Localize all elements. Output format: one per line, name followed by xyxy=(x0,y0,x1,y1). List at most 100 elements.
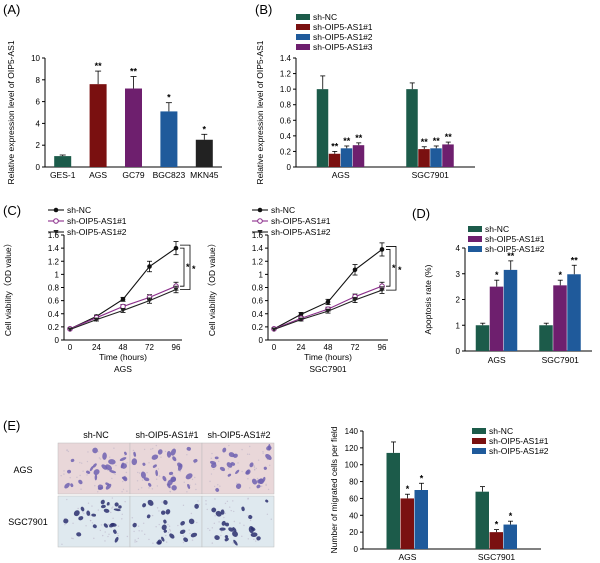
legend-label: sh-NC xyxy=(485,224,509,234)
micrograph-pore xyxy=(151,514,154,517)
micrograph-pore xyxy=(205,503,207,505)
micrograph-pore xyxy=(66,449,68,452)
stained-cell xyxy=(256,536,261,541)
micrograph-pore xyxy=(227,468,230,470)
micrograph-pore xyxy=(148,462,150,464)
y-tick-label: 0 xyxy=(259,336,264,345)
legend-swatch xyxy=(296,34,310,40)
micrograph-pore xyxy=(253,466,256,468)
legend-swatch xyxy=(472,438,486,444)
legend-swatch xyxy=(296,24,310,30)
legend-label: sh-NC xyxy=(489,426,513,436)
y-tick-label: 1.2 xyxy=(280,70,292,79)
stained-cell xyxy=(233,539,238,546)
micrograph-pore xyxy=(257,459,260,461)
micrograph-pore xyxy=(217,460,220,463)
micrograph-pore xyxy=(87,502,90,504)
micrograph-pore xyxy=(169,530,172,532)
data-point xyxy=(146,298,153,304)
stained-cell xyxy=(142,462,146,466)
micrograph-pore xyxy=(197,500,199,502)
micrograph-pore xyxy=(179,470,181,473)
micrograph-pore xyxy=(241,470,243,473)
micrograph-pore xyxy=(165,541,168,543)
y-tick-label: 1.4 xyxy=(252,244,264,253)
stained-cell xyxy=(226,462,233,468)
data-point xyxy=(352,297,358,303)
micrograph-pore xyxy=(81,511,84,513)
y-tick-label: 1 xyxy=(55,270,60,279)
legend-marker xyxy=(53,230,59,235)
legend-label: sh-OIP5-AS1#2 xyxy=(67,227,127,237)
stained-cell xyxy=(132,522,137,528)
stained-cell xyxy=(103,523,109,528)
stained-cell xyxy=(235,469,240,474)
stained-cell xyxy=(177,462,182,468)
y-axis-title: Number of migrated cells per field xyxy=(329,426,339,553)
stained-cell xyxy=(232,453,238,458)
micrograph-pore xyxy=(211,542,214,544)
micrograph-pore xyxy=(107,535,109,538)
micrograph-pore xyxy=(167,523,169,526)
data-point xyxy=(93,317,100,323)
micrograph-pore xyxy=(262,450,264,453)
x-category-label: SGC7901 xyxy=(478,552,516,562)
stained-cell xyxy=(190,532,198,538)
legend-label: sh-OIP5-AS1#1 xyxy=(485,234,545,244)
micrograph-pore xyxy=(110,511,112,514)
bar xyxy=(352,145,365,167)
micrograph-pore xyxy=(121,513,123,515)
legend-swatch xyxy=(472,448,486,454)
data-point xyxy=(173,245,179,251)
significance-mark: * xyxy=(509,511,513,521)
y-tick-label: 2 xyxy=(36,141,41,150)
legend-swatch xyxy=(296,14,310,20)
stained-cell xyxy=(157,539,162,545)
legend-marker xyxy=(257,230,263,235)
micrograph-pore xyxy=(190,512,193,515)
significance-mark: * xyxy=(186,262,190,272)
y-axis-title: Relative expression level of OIP5-AS1 xyxy=(6,40,16,184)
legend-swatch xyxy=(472,428,486,434)
stained-cell xyxy=(148,482,152,487)
significance-bracket xyxy=(180,244,191,290)
y-tick-label: 100 xyxy=(345,461,359,470)
micrograph-pore xyxy=(209,529,211,532)
micrograph-pore xyxy=(79,474,81,477)
chart-a-expression-cell-lines: 0 2 4 6 8 10 Relative expression level of OIP5… xyxy=(6,40,222,185)
micrograph-pore xyxy=(140,487,143,489)
stained-cell xyxy=(94,474,98,481)
y-tick-label: 1.2 xyxy=(252,257,264,266)
x-tick-label: 24 xyxy=(92,343,101,352)
legend-marker xyxy=(53,207,59,213)
micrograph-pore xyxy=(195,488,197,491)
data-point xyxy=(379,288,385,293)
micrograph-pore xyxy=(189,484,191,486)
significance-mark: * xyxy=(392,263,396,273)
y-tick-label: 1.2 xyxy=(48,257,60,266)
legend-swatch xyxy=(296,44,310,50)
stained-cell xyxy=(152,464,157,468)
micrograph-pore xyxy=(94,485,96,487)
micrograph-pore xyxy=(168,525,171,527)
x-category-label: SGC7901 xyxy=(412,170,450,180)
stained-cell xyxy=(113,529,117,534)
bar xyxy=(539,325,553,351)
micro-col-label: sh-OIP5-AS1#2 xyxy=(207,430,270,440)
bar xyxy=(503,269,518,351)
y-tick-label: 0.4 xyxy=(280,132,292,141)
x-tick-label: 48 xyxy=(119,343,128,352)
stained-cell xyxy=(224,537,229,542)
stained-cell xyxy=(140,471,146,479)
micrograph-pore xyxy=(206,508,208,511)
micrograph-pore xyxy=(146,471,148,474)
stained-cell xyxy=(219,527,226,531)
stained-cell xyxy=(188,518,195,525)
legend-label: sh-NC xyxy=(313,12,337,22)
micrograph-pore xyxy=(186,453,188,456)
chart-c-viability-ags: 0 0.2 0.4 0.6 0.8 1 1.2 1.4 1.6 Cell viability（OD… xyxy=(3,205,196,374)
micrograph-pore xyxy=(151,488,154,490)
micrograph-pore xyxy=(134,541,136,543)
